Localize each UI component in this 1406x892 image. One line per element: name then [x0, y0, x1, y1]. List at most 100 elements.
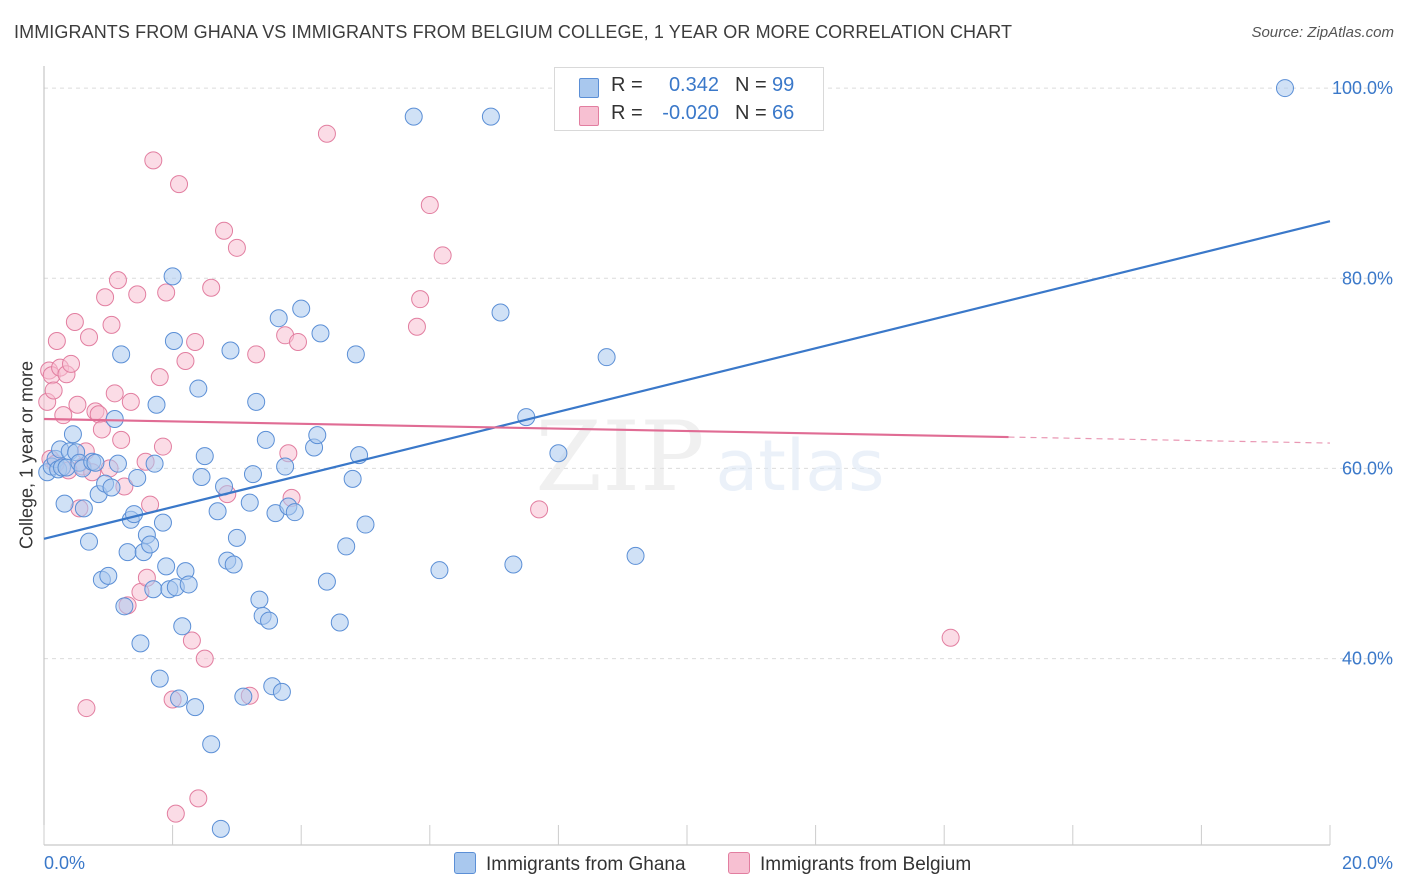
ghana-point — [189, 379, 208, 398]
ghana-legend-swatch — [454, 852, 476, 874]
ghana-point — [145, 454, 164, 473]
ghana-point — [549, 444, 568, 463]
ghana-point — [260, 611, 279, 630]
ghana-point — [153, 513, 172, 532]
ghana-point — [285, 503, 304, 522]
ghana-point — [343, 469, 362, 488]
ghana-point — [481, 107, 500, 126]
belgium-point — [128, 285, 147, 304]
ghana-point — [227, 528, 246, 547]
belgium-point — [65, 312, 84, 331]
stats-legend: R = 0.342 N = 99 R = -0.020 N = 66 — [554, 67, 824, 131]
belgium-point — [105, 384, 124, 403]
ghana-point — [147, 395, 166, 414]
ghana-point — [211, 819, 230, 838]
ghana-point — [517, 408, 536, 427]
ghana-trend-line — [43, 220, 1331, 540]
n-value: 66 — [772, 102, 795, 124]
belgium-point — [144, 151, 163, 170]
ghana-point — [195, 447, 214, 466]
ghana-point — [192, 467, 211, 486]
ghana-point — [404, 107, 423, 126]
belgium-point — [102, 315, 121, 334]
belgium-point — [530, 500, 549, 519]
ghana-point — [491, 303, 510, 322]
ghana-point — [99, 566, 118, 585]
ghana-point — [186, 698, 205, 717]
y-tick-label: 100.0% — [1332, 78, 1393, 98]
ghana-point — [202, 735, 221, 754]
ghana-point — [131, 634, 150, 653]
series-legend: Immigrants from Ghana Immigrants from Be… — [0, 852, 1406, 878]
trend-lines — [43, 220, 1331, 540]
ghana-point — [163, 267, 182, 286]
belgium-point — [166, 804, 185, 823]
belgium-point — [121, 392, 140, 411]
ghana-point — [55, 494, 74, 513]
ghana-point — [292, 299, 311, 318]
legend-belgium-label: Immigrants from Belgium — [760, 854, 972, 875]
ghana-point — [115, 597, 134, 616]
ghana-point — [63, 425, 82, 444]
belgium-point — [54, 406, 73, 425]
belgium-point — [170, 175, 189, 194]
ghana-point — [317, 572, 336, 591]
belgium-point — [112, 430, 131, 449]
ghana-point — [157, 557, 176, 576]
ghana-point — [504, 555, 523, 574]
ghana-point — [150, 669, 169, 688]
r-label: R = — [611, 74, 643, 96]
belgium-point — [189, 789, 208, 808]
belgium-point — [153, 437, 172, 456]
ghana-swatch — [579, 78, 599, 98]
ghana-point — [250, 590, 269, 609]
grid-lines — [44, 87, 1395, 660]
ghana-point — [247, 392, 266, 411]
ghana-point — [108, 454, 127, 473]
ghana-point — [272, 682, 291, 701]
n-value: 99 — [772, 74, 795, 96]
ghana-point — [128, 468, 147, 487]
watermark-atlas: atlas — [715, 425, 884, 507]
belgium-point — [227, 238, 246, 257]
n-label: N = — [735, 102, 767, 124]
tick-labels: 40.0% 60.0% 80.0% 100.0% 0.0% 20.0% — [44, 78, 1393, 873]
y-tick-label: 80.0% — [1342, 268, 1393, 288]
ghana-point — [337, 537, 356, 556]
r-value: -0.020 — [662, 102, 719, 124]
chart-title: IMMIGRANTS FROM GHANA VS IMMIGRANTS FROM… — [14, 22, 1013, 42]
y-tick-label: 40.0% — [1342, 649, 1393, 669]
ghana-point — [173, 617, 192, 636]
belgium-point — [176, 351, 195, 370]
ghana-point — [102, 478, 121, 497]
legend-row-ghana: R = 0.342 N = 99 — [555, 71, 823, 101]
ghana-point — [234, 687, 253, 706]
belgium-point — [47, 332, 66, 351]
belgium-point — [62, 354, 81, 373]
series-ghana — [38, 79, 1294, 838]
legend-item-ghana[interactable]: Immigrants from Ghana — [454, 852, 686, 876]
ghana-point — [112, 345, 131, 364]
belgium-legend-swatch — [728, 852, 750, 874]
ghana-point — [141, 535, 160, 554]
belgium-point — [202, 278, 221, 297]
ghana-point — [74, 499, 93, 518]
ghana-point — [118, 543, 137, 562]
belgium-point — [941, 628, 960, 647]
ghana-point — [80, 532, 99, 551]
watermark: ZIP atlas — [535, 401, 884, 513]
ghana-point — [269, 309, 288, 328]
ghana-point — [221, 341, 240, 360]
belgium-point — [108, 271, 127, 290]
belgium-point — [433, 246, 452, 265]
ghana-point — [356, 515, 375, 534]
x-tick-label: 0.0% — [44, 853, 85, 873]
legend-item-belgium[interactable]: Immigrants from Belgium — [728, 852, 971, 876]
belgium-swatch — [579, 106, 599, 126]
ghana-point — [179, 575, 198, 594]
ghana-point — [346, 345, 365, 364]
ghana-point — [240, 493, 259, 512]
belgium-point — [157, 283, 176, 302]
legend-row-belgium: R = -0.020 N = 66 — [555, 99, 823, 129]
belgium-point — [288, 332, 307, 351]
